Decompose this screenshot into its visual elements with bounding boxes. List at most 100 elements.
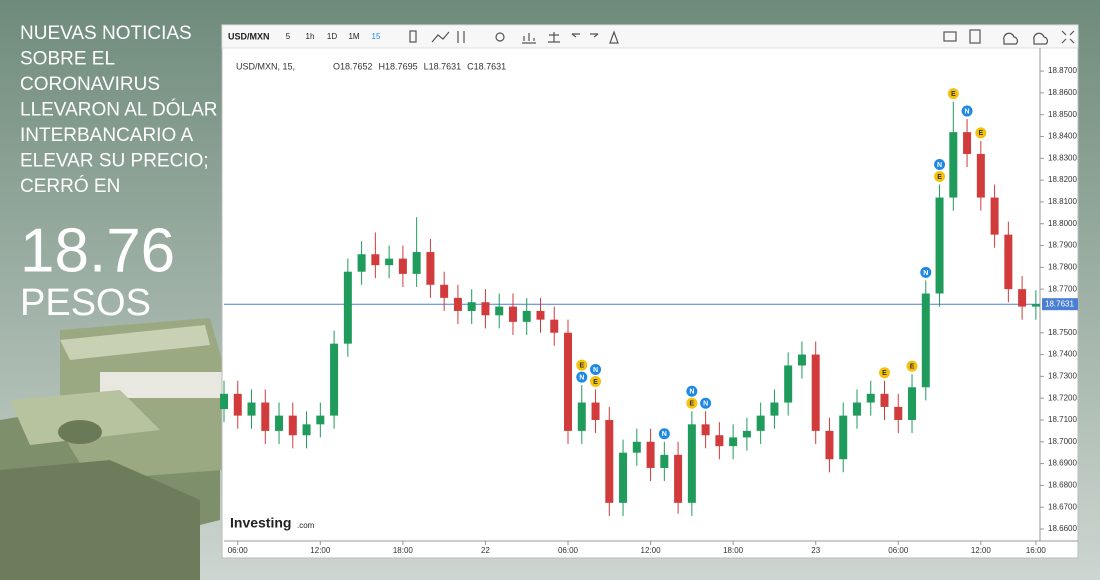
news-marker-label: E — [937, 174, 942, 181]
news-marker-label: E — [593, 379, 598, 386]
legend-value: C18.7631 — [467, 61, 506, 71]
candle-body — [880, 393, 889, 407]
candle-body — [591, 402, 600, 420]
candle-body — [302, 424, 311, 436]
y-tick-label: 18.6800 — [1048, 481, 1077, 490]
news-marker — [590, 375, 602, 387]
candle-body — [220, 393, 228, 410]
candle-body — [811, 354, 820, 431]
candle-body — [247, 402, 256, 416]
y-tick-label: 18.7100 — [1048, 415, 1077, 424]
candle-body — [701, 424, 710, 436]
x-tick-label: 22 — [481, 546, 490, 555]
news-marker — [576, 371, 588, 383]
news-marker — [975, 127, 987, 139]
candle-body — [963, 132, 972, 154]
toolbar-intervals: 5 1h 1D 1M 15 — [286, 32, 381, 41]
candle-body — [605, 419, 614, 503]
candle-body — [426, 252, 435, 285]
x-tick-label: 18:00 — [393, 546, 414, 555]
y-tick-label: 18.6600 — [1048, 524, 1077, 533]
news-marker-label: E — [910, 364, 915, 371]
candle-body — [343, 271, 352, 344]
candle-body — [990, 197, 999, 235]
candle-body — [742, 430, 751, 438]
headline-line: ELEVAR SU PRECIO; — [20, 151, 209, 172]
last-price-label: 18.7631 — [1045, 299, 1074, 308]
interval-button[interactable]: 1h — [306, 32, 315, 41]
news-marker — [879, 367, 891, 379]
candle-body — [536, 310, 545, 320]
interval-button[interactable]: 1M — [348, 32, 359, 41]
y-tick-label: 18.8600 — [1048, 88, 1077, 97]
news-marker-label: E — [978, 130, 983, 137]
toolbar-symbol[interactable]: USD/MXN — [228, 31, 270, 41]
y-tick-label: 18.8200 — [1048, 175, 1077, 184]
x-tick-label: 12:00 — [641, 546, 662, 555]
y-tick-label: 18.7300 — [1048, 371, 1077, 380]
y-tick-label: 18.7200 — [1048, 393, 1077, 402]
legend-value: H18.7695 — [379, 61, 418, 71]
news-marker — [700, 397, 712, 409]
watermark-suffix: .com — [297, 521, 315, 530]
interval-button[interactable]: 1D — [327, 32, 337, 41]
news-marker — [686, 385, 698, 397]
headline-line: CERRÓ EN — [20, 175, 120, 197]
candle-body — [784, 365, 793, 403]
y-tick-label: 18.8100 — [1048, 197, 1077, 206]
x-tick-label: 23 — [811, 546, 820, 555]
candle-body — [288, 415, 297, 436]
news-marker-label: E — [882, 370, 887, 377]
y-tick-label: 18.7500 — [1048, 328, 1077, 337]
candle-body — [330, 343, 339, 416]
interval-button[interactable]: 15 — [372, 32, 381, 41]
interval-button[interactable]: 5 — [286, 32, 291, 41]
candle-body — [619, 452, 628, 503]
headline-line: INTERBANCARIO A — [20, 125, 193, 146]
toolbar-icons — [409, 29, 1075, 45]
candle-body — [1004, 234, 1013, 290]
candle-body — [371, 254, 380, 266]
x-tick-label: 16:00 — [1026, 546, 1047, 555]
news-marker — [686, 397, 698, 409]
news-marker — [947, 88, 959, 100]
candle-body — [687, 424, 696, 503]
candle-body — [481, 302, 490, 316]
candle-body — [385, 258, 394, 266]
x-tick-label: 06:00 — [228, 546, 249, 555]
candle-body — [357, 254, 366, 272]
candle-body — [261, 402, 270, 431]
candle-body — [233, 393, 242, 416]
news-marker-label: E — [579, 362, 584, 369]
candle-body — [1031, 304, 1040, 307]
headline-price: 18.76 — [20, 216, 175, 285]
candle-body — [440, 284, 449, 298]
headline-line: LLEVARON AL DÓLAR — [20, 99, 217, 121]
y-tick-label: 18.8400 — [1048, 132, 1077, 141]
candle-body — [522, 310, 531, 322]
y-tick-label: 18.7900 — [1048, 241, 1077, 250]
candle-body — [797, 354, 806, 366]
candle-body — [729, 437, 738, 447]
news-marker — [920, 266, 932, 278]
x-tick-label: 06:00 — [558, 546, 579, 555]
x-tick-label: 12:00 — [971, 546, 992, 555]
candle-body — [908, 387, 917, 420]
news-marker — [934, 158, 946, 170]
plot: 18.6600 18.6700 18.6800 18.6900 18.7000 18.71… — [220, 66, 1078, 555]
news-marker-label: N — [703, 401, 708, 408]
news-marker-label: N — [662, 431, 667, 438]
candle-body — [577, 402, 586, 431]
candle-body — [1018, 289, 1027, 307]
candle-body — [935, 197, 944, 294]
candle-body — [852, 402, 861, 416]
news-marker — [576, 359, 588, 371]
legend-values: O18.7652 H18.7695 L18.7631 C18.7631 — [333, 61, 506, 71]
candle-body — [275, 415, 284, 431]
news-marker-label: N — [593, 367, 598, 374]
x-tick-label: 12:00 — [310, 546, 331, 555]
toolbar — [221, 24, 1079, 49]
candle-body — [756, 415, 765, 431]
